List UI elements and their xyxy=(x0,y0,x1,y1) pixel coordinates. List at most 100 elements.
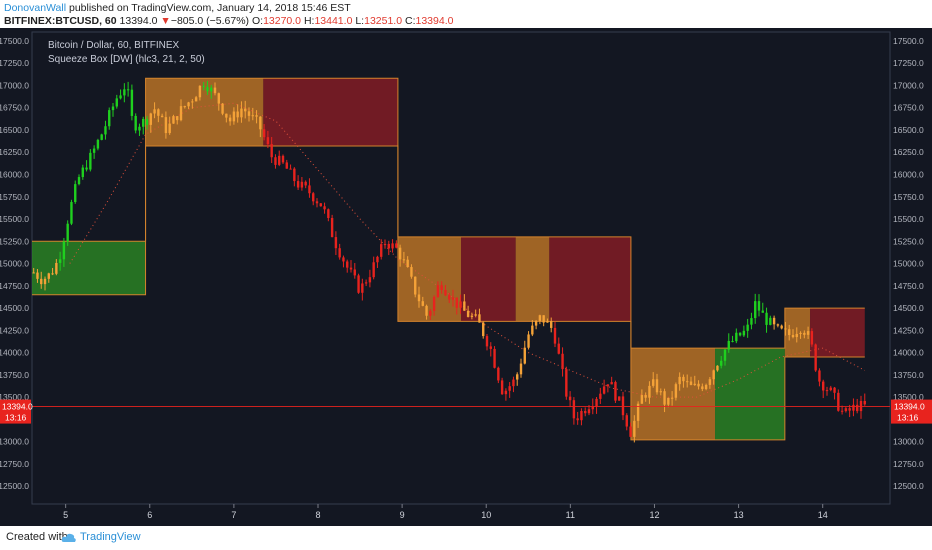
candle-body xyxy=(844,408,848,412)
y-tick-right: 17250.0 xyxy=(893,58,924,68)
y-tick-left: 14750.0 xyxy=(0,281,29,291)
candle-body xyxy=(772,317,776,325)
candle-body xyxy=(210,87,213,92)
squeeze-box-0 xyxy=(32,241,146,295)
candle-body xyxy=(104,126,107,135)
candle-body xyxy=(281,155,285,163)
candle-body xyxy=(168,123,171,134)
candle-body xyxy=(111,106,115,111)
y-tick-right: 13500.0 xyxy=(893,392,924,402)
y-tick-right: 12750.0 xyxy=(893,459,924,469)
candle-body xyxy=(742,330,746,336)
candle-body xyxy=(202,85,205,87)
candle-body xyxy=(266,137,270,145)
y-tick-left: 14000.0 xyxy=(0,348,29,358)
candle-body xyxy=(776,324,780,326)
author-link[interactable]: DonovanWall xyxy=(4,2,67,14)
candle-body xyxy=(274,157,277,165)
candle-body xyxy=(43,278,47,285)
candle-body xyxy=(512,379,515,387)
y-tick-right: 12500.0 xyxy=(893,481,924,491)
candle-body xyxy=(497,367,500,381)
candle-body xyxy=(723,349,727,361)
candle-body xyxy=(319,203,322,207)
x-tick-label: 13 xyxy=(734,510,744,520)
candle-body xyxy=(572,400,576,419)
y-tick-left: 16250.0 xyxy=(0,147,29,157)
candle-body xyxy=(368,277,372,283)
legend-indicator[interactable]: Squeeze Box [DW] (hlc3, 21, 2, 50) xyxy=(48,54,205,65)
y-tick-right: 16250.0 xyxy=(893,147,924,157)
y-tick-left: 15500.0 xyxy=(0,214,29,224)
candle-body xyxy=(380,244,383,257)
candle-body xyxy=(398,247,402,260)
y-tick-left: 13000.0 xyxy=(0,437,29,447)
candle-body xyxy=(527,334,530,348)
y-tick-right: 15500.0 xyxy=(893,214,924,224)
legend-title: Bitcoin / Dollar, 60, BITFINEX xyxy=(48,40,180,51)
candle-body xyxy=(818,370,821,382)
candle-body xyxy=(153,109,156,114)
candle-body xyxy=(417,294,421,302)
y-tick-right: 17000.0 xyxy=(893,80,924,90)
candle-body xyxy=(414,276,417,295)
y-tick-left: 16750.0 xyxy=(0,103,29,113)
close-value: 13394.0 xyxy=(415,15,454,27)
chart-area[interactable]: 12500.0 12500.0 12750.0 12750.0 13000.0 13000… xyxy=(0,28,932,526)
candle-body xyxy=(806,331,810,335)
candle-body xyxy=(678,376,681,385)
candle-body xyxy=(244,108,247,112)
candle-body xyxy=(519,363,523,375)
candle-body xyxy=(863,400,866,405)
candle-body xyxy=(704,384,708,390)
candle-body xyxy=(625,415,628,427)
down-arrow-icon: ▼ xyxy=(160,15,171,27)
candle-body xyxy=(451,297,455,300)
candle-body xyxy=(629,426,632,437)
candle-body xyxy=(470,315,474,317)
price-chart[interactable]: 12500.0 12500.0 12750.0 12750.0 13000.0 13000… xyxy=(0,28,932,526)
y-tick-right: 13000.0 xyxy=(893,437,924,447)
y-tick-left: 12500.0 xyxy=(0,481,29,491)
squeeze-box-6 xyxy=(549,236,631,322)
squeeze-box-2 xyxy=(263,78,398,146)
candle-body xyxy=(410,267,413,277)
candle-body xyxy=(145,118,149,125)
candle-body xyxy=(100,134,103,140)
low-label: L: xyxy=(355,15,365,27)
candle-body xyxy=(595,398,598,407)
candle-body xyxy=(474,314,477,316)
candle-body xyxy=(580,410,583,421)
candle-body xyxy=(179,106,183,121)
candle-body xyxy=(429,310,432,316)
candle-body xyxy=(372,262,375,278)
open-value: 13270.0 xyxy=(263,15,302,27)
candle-body xyxy=(444,289,447,296)
y-tick-left: 16500.0 xyxy=(0,125,29,135)
candle-body xyxy=(659,391,662,393)
candle-body xyxy=(765,312,768,325)
y-tick-right: 13750.0 xyxy=(893,370,924,380)
candle-body xyxy=(353,269,356,276)
candle-body xyxy=(206,86,209,92)
candle-body xyxy=(81,167,84,178)
brand-link[interactable]: TradingView xyxy=(80,531,141,543)
candle-body xyxy=(183,106,186,108)
candle-body xyxy=(138,126,141,131)
candle-body xyxy=(58,259,62,263)
candle-body xyxy=(96,139,100,149)
candle-body xyxy=(157,109,160,116)
candle-body xyxy=(198,85,202,98)
candle-body xyxy=(346,261,349,268)
chart-legend: Bitcoin / Dollar, 60, BITFINEX Squeeze B… xyxy=(48,39,205,67)
open-label: O: xyxy=(251,15,264,27)
candle-body xyxy=(516,374,519,380)
candle-body xyxy=(852,404,855,411)
candle-body xyxy=(119,95,122,99)
candle-body xyxy=(780,325,783,329)
squeeze-box-3 xyxy=(397,236,461,322)
candle-body xyxy=(459,301,462,308)
candle-body xyxy=(591,406,594,410)
candle-body xyxy=(130,89,134,116)
candle-body xyxy=(833,387,836,393)
